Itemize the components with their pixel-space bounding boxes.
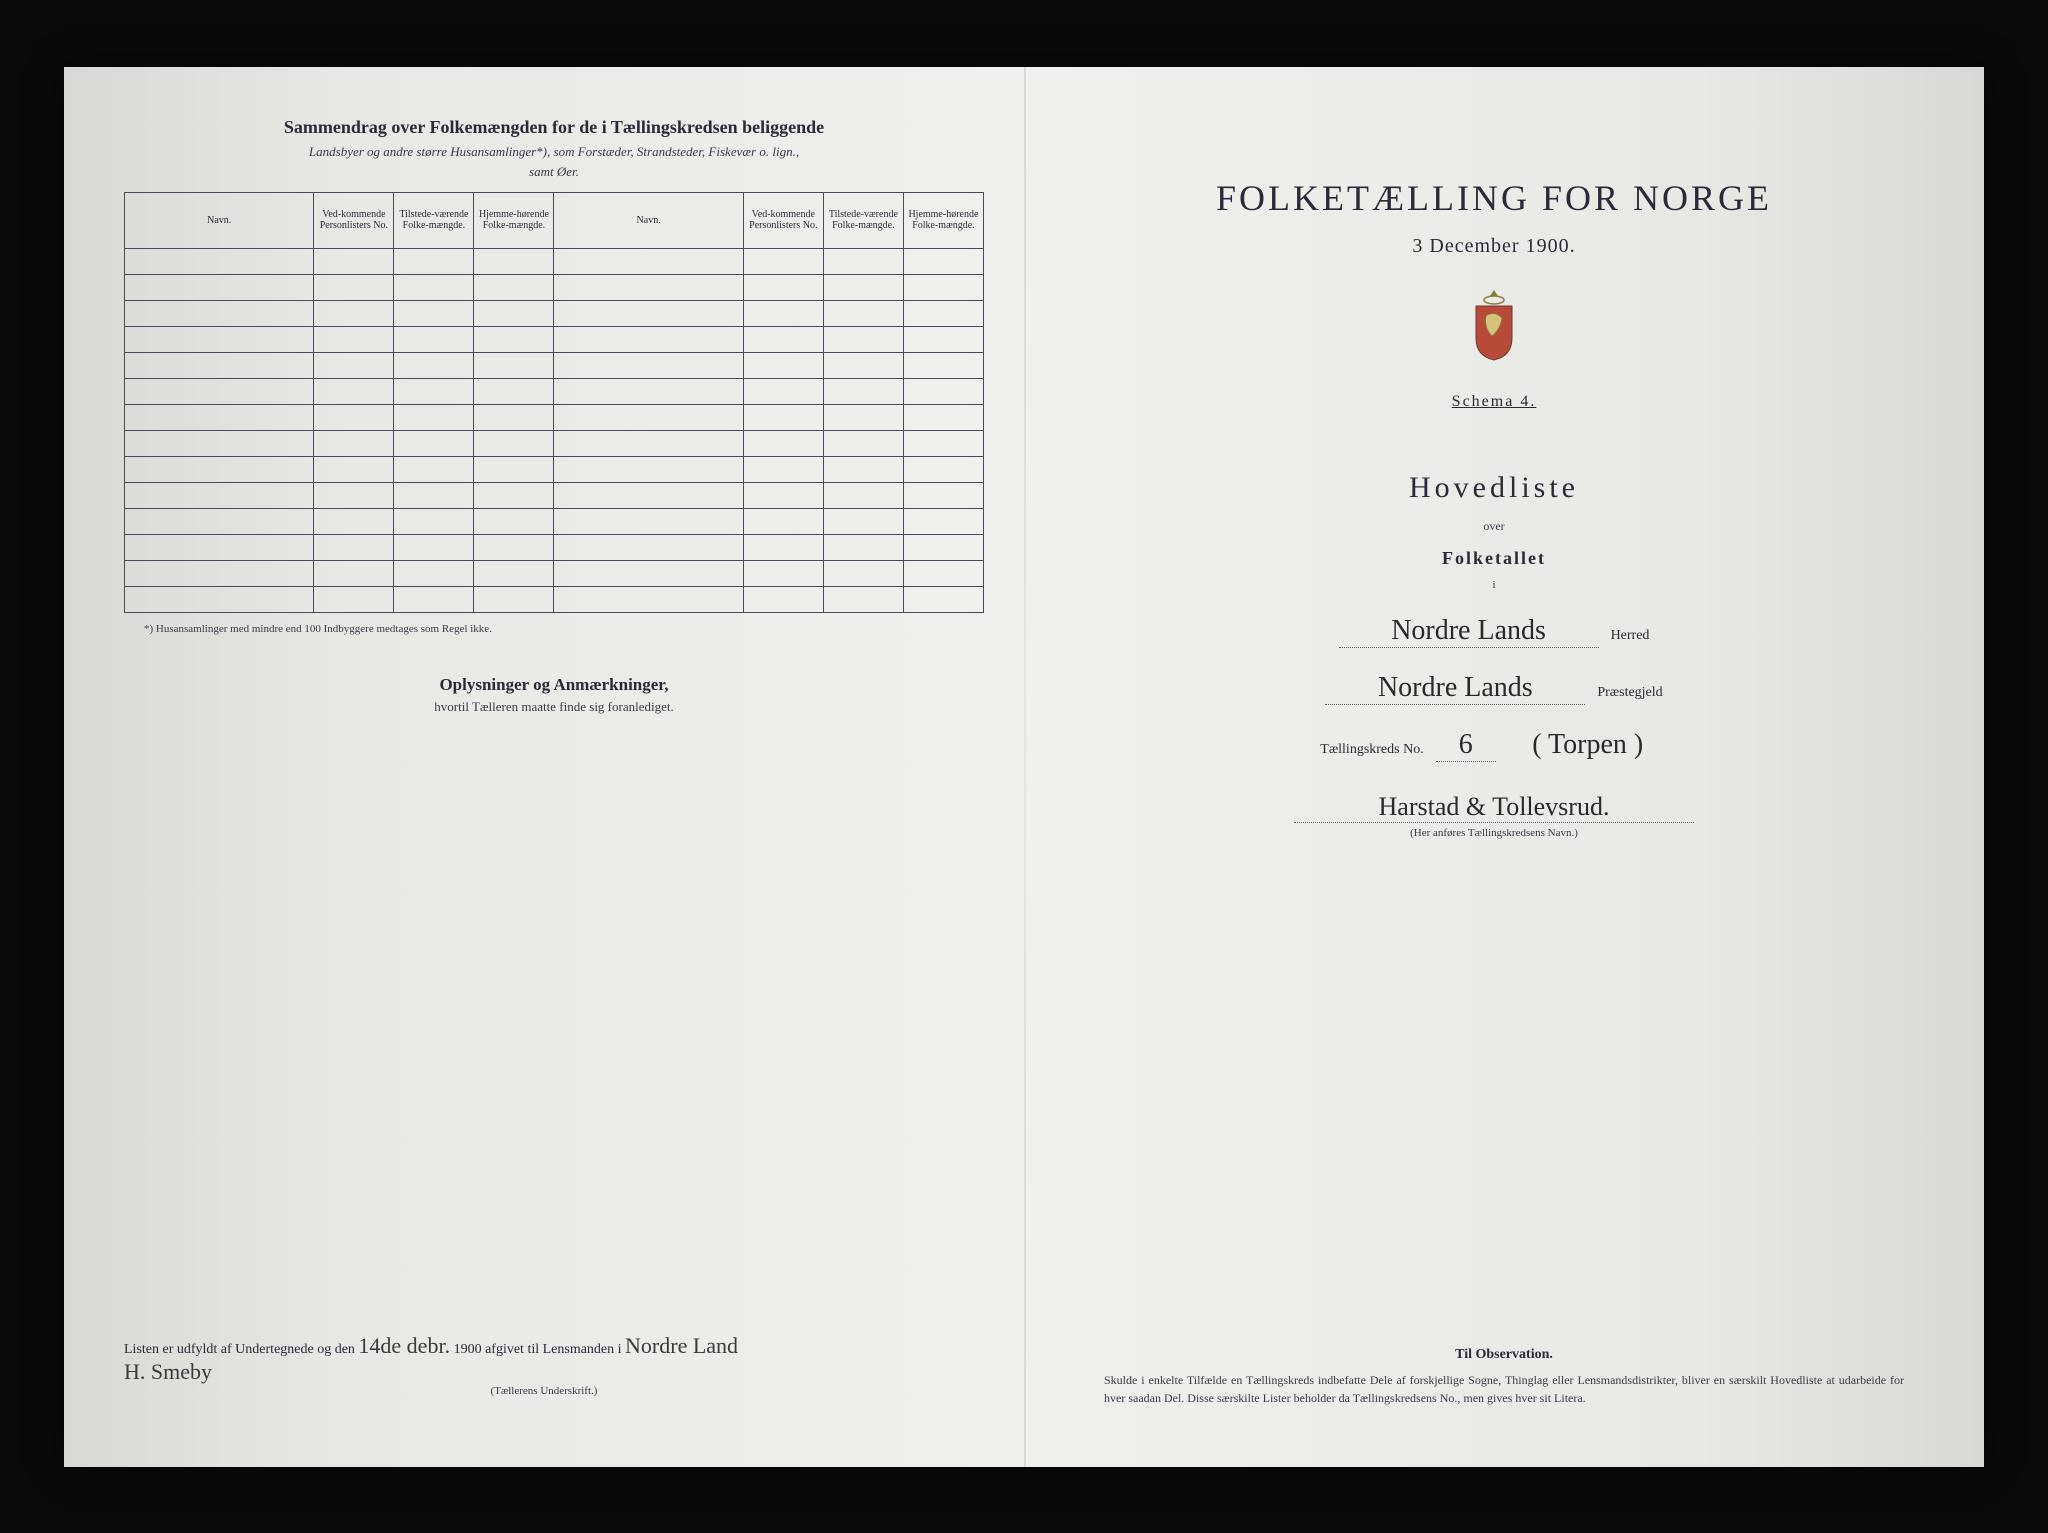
table-row — [125, 248, 984, 274]
signature-text: Listen er udfyldt af Undertegnede og den… — [124, 1333, 964, 1359]
schema-label: Schema 4. — [1064, 393, 1924, 411]
table-row — [125, 482, 984, 508]
table-footnote: *) Husansamlinger med mindre end 100 Ind… — [124, 623, 984, 635]
sig-date: 14de debr. — [358, 1333, 450, 1358]
over-label: over — [1064, 519, 1924, 534]
folketallet-label: Folketallet — [1064, 548, 1924, 569]
right-page: FOLKETÆLLING FOR NORGE 3 December 1900. … — [1024, 67, 1984, 1467]
table-row — [125, 586, 984, 612]
summary-subtitle-2: samt Øer. — [124, 164, 984, 180]
coat-of-arms-icon — [1464, 288, 1524, 363]
table-row — [125, 430, 984, 456]
prestegjeld-value: Nordre Lands — [1325, 672, 1585, 705]
table-row — [125, 508, 984, 534]
sig-place: Nordre Land — [625, 1333, 738, 1358]
summary-subtitle-1: Landsbyer og andre større Husansamlinger… — [124, 144, 984, 160]
table-row — [125, 560, 984, 586]
col-navn-1: Navn. — [125, 192, 314, 248]
observation-text: Skulde i enkelte Tilfælde en Tællingskre… — [1104, 1371, 1904, 1407]
col-vedkommende-1: Ved-kommende Personlisters No. — [314, 192, 394, 248]
sig-prefix: Listen er udfyldt af Undertegnede og den — [124, 1342, 355, 1357]
census-document: Sammendrag over Folkemængden for de i Tæ… — [64, 67, 1984, 1467]
summary-title: Sammendrag over Folkemængden for de i Tæ… — [124, 117, 984, 138]
census-title: FOLKETÆLLING FOR NORGE — [1064, 177, 1924, 219]
col-tilstede-1: Tilstede-værende Folke-mængde. — [394, 192, 474, 248]
kreds-paren: ( Torpen ) — [1508, 729, 1668, 761]
hovedliste-heading: Hovedliste — [1064, 471, 1924, 505]
kreds-name: Harstad & Tollevsrud. — [1294, 792, 1694, 823]
col-navn-2: Navn. — [554, 192, 743, 248]
sig-year: 1900 — [454, 1342, 482, 1357]
sig-mid: afgivet til Lensmanden i — [485, 1342, 621, 1357]
kreds-no-label: Tællingskreds No. — [1320, 742, 1423, 758]
remarks-title: Oplysninger og Anmærkninger, — [124, 675, 984, 695]
table-row — [125, 300, 984, 326]
herred-label: Herred — [1611, 628, 1650, 644]
prestegjeld-label: Præstegjeld — [1597, 685, 1662, 701]
kreds-no-value: 6 — [1436, 729, 1496, 762]
kreds-caption: (Her anføres Tællingskredsens Navn.) — [1064, 827, 1924, 839]
left-page: Sammendrag over Folkemængden for de i Tæ… — [64, 67, 1024, 1467]
col-hjemme-1: Hjemme-hørende Folke-mængde. — [474, 192, 554, 248]
remarks-subtitle: hvortil Tælleren maatte finde sig foranl… — [124, 699, 984, 715]
col-tilstede-2: Tilstede-værende Folke-mængde. — [823, 192, 903, 248]
table-header-row: Navn. Ved-kommende Personlisters No. Til… — [125, 192, 984, 248]
table-row — [125, 352, 984, 378]
observation-block: Til Observation. Skulde i enkelte Tilfæl… — [1104, 1347, 1904, 1407]
signature-name: H. Smeby — [124, 1359, 212, 1384]
herred-line: Nordre Lands Herred — [1064, 615, 1924, 648]
herred-value: Nordre Lands — [1339, 615, 1599, 648]
table-row — [125, 456, 984, 482]
kreds-no-line: Tællingskreds No. 6 ( Torpen ) — [1064, 729, 1924, 762]
signature-caption: (Tællerens Underskrift.) — [124, 1385, 964, 1397]
table-body — [125, 248, 984, 612]
table-row — [125, 326, 984, 352]
crest-svg — [1464, 288, 1524, 363]
table-row — [125, 378, 984, 404]
census-date: 3 December 1900. — [1064, 235, 1924, 258]
remarks-section: Oplysninger og Anmærkninger, hvortil Tæl… — [124, 675, 984, 715]
table-row — [125, 404, 984, 430]
summary-table: Navn. Ved-kommende Personlisters No. Til… — [124, 192, 984, 613]
col-hjemme-2: Hjemme-hørende Folke-mængde. — [903, 192, 983, 248]
i-label: i — [1064, 579, 1924, 591]
prestegjeld-line: Nordre Lands Præstegjeld — [1064, 672, 1924, 705]
table-row — [125, 534, 984, 560]
signature-block: Listen er udfyldt af Undertegnede og den… — [124, 1333, 964, 1397]
table-row — [125, 274, 984, 300]
observation-title: Til Observation. — [1104, 1347, 1904, 1363]
col-vedkommende-2: Ved-kommende Personlisters No. — [743, 192, 823, 248]
